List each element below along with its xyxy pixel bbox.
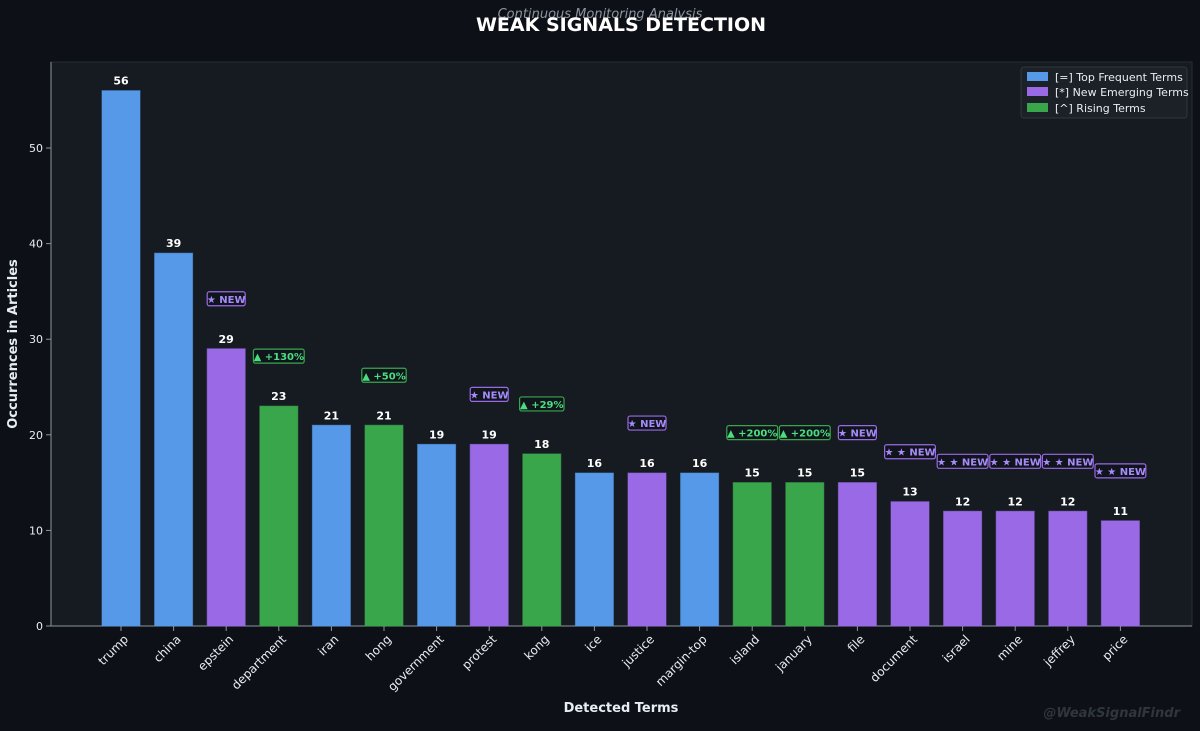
data-label-trump: 56 [113,75,129,88]
annotation-box-department [252,348,305,364]
chart-subtitle: Continuous Monitoring Analysis [498,7,703,22]
data-label-kong: 18 [534,438,549,451]
data-label-jeffrey: 12 [1060,495,1075,508]
annotation-box-island [726,425,779,441]
data-label-ice: 16 [587,457,603,470]
annotation-january: ▲ +200% [780,429,830,440]
data-label-document: 13 [902,486,917,499]
annotation-document: ★ ★ NEW [884,448,935,459]
data-label-epstein: 29 [219,333,234,346]
bar-price [1100,520,1140,627]
y-tick-label: 40 [29,238,43,251]
data-label-price: 11 [1113,505,1128,518]
annotation-epstein: ★ NEW [207,295,246,306]
bar-protest [469,443,509,627]
legend-label-rising: [^] Rising Terms [1055,102,1146,115]
bar-iran [311,424,351,627]
data-label-file: 15 [850,467,865,480]
legend-box [1020,66,1188,119]
data-label-protest: 19 [482,428,497,441]
bar-jeffrey [1048,510,1088,627]
y-tick-label: 30 [29,333,43,346]
bar-israel [943,510,983,627]
bar-margin-top [680,472,720,627]
annotation-box-price [1094,463,1147,479]
x-axis-label: Detected Terms [564,701,679,716]
legend-label-emerging: [*] New Emerging Terms [1055,86,1189,99]
y-tick-label: 0 [36,620,43,633]
annotation-israel: ★ ★ NEW [937,457,988,468]
legend-swatch-emerging [1027,87,1048,96]
y-axis: 0 10 20 30 40 50 [29,62,52,633]
legend-swatch-rising [1027,103,1048,112]
data-label-margin-top: 16 [692,457,708,470]
bar-epstein [206,348,246,627]
annotation-island: ▲ +200% [727,429,777,440]
annotation-box-kong [518,396,565,412]
bar-justice [627,472,667,627]
y-tick-label: 10 [29,524,43,537]
data-label-iran: 21 [324,409,339,422]
y-axis-label: Occurrences in Articles [6,259,21,429]
annotation-box-hong [361,367,407,383]
annotation-box-january [778,425,831,441]
annotation-box-epstein [206,291,246,307]
data-label-china: 39 [166,237,181,250]
bar-government [417,443,457,627]
bar-document [890,501,930,627]
annotation-mine: ★ ★ NEW [990,457,1041,468]
bar-hong [364,424,404,627]
bar-january [785,482,825,627]
data-label-mine: 12 [1008,495,1023,508]
annotation-box-protest [469,386,509,402]
bar-trump [101,90,141,627]
annotation-price: ★ ★ NEW [1095,467,1146,478]
data-label-israel: 12 [955,495,970,508]
annotation-box-file [837,425,878,441]
bar-ice [574,472,614,627]
data-label-government: 19 [429,428,444,441]
bar-island [732,482,772,627]
annotation-justice: ★ NEW [628,419,667,430]
y-tick-label: 50 [29,142,43,155]
bar-china [154,252,194,627]
chart-title: WEAK SIGNALS DETECTION [476,14,766,36]
data-label-justice: 16 [639,457,655,470]
legend: [=] Top Frequent Terms [*] New Emerging … [1020,66,1189,119]
annotation-protest: ★ NEW [470,390,509,401]
legend-label-frequent: [=] Top Frequent Terms [1055,71,1183,84]
annotation-box-mine [989,453,1042,469]
bar-department [259,405,299,627]
data-label-january: 15 [797,467,812,480]
y-tick-label: 20 [29,429,43,442]
data-label-hong: 21 [376,409,391,422]
watermark: @WeakSignalFindr [1043,706,1181,721]
annotation-box-israel [936,453,989,469]
annotation-box-justice [627,415,667,431]
annotation-jeffrey: ★ ★ NEW [1042,457,1093,468]
data-label-island: 15 [745,467,760,480]
legend-swatch-frequent [1027,72,1048,81]
bar-mine [995,510,1035,627]
annotation-file: ★ NEW [838,429,877,440]
annotation-kong: ▲ +29% [520,400,564,411]
bar-file [837,482,877,627]
annotation-box-jeffrey [1041,453,1094,469]
data-label-department: 23 [271,390,286,403]
annotation-box-document [883,444,936,460]
bar-kong [522,453,562,627]
annotation-department: ▲ +130% [254,352,304,363]
annotation-hong: ▲ +50% [362,371,406,382]
